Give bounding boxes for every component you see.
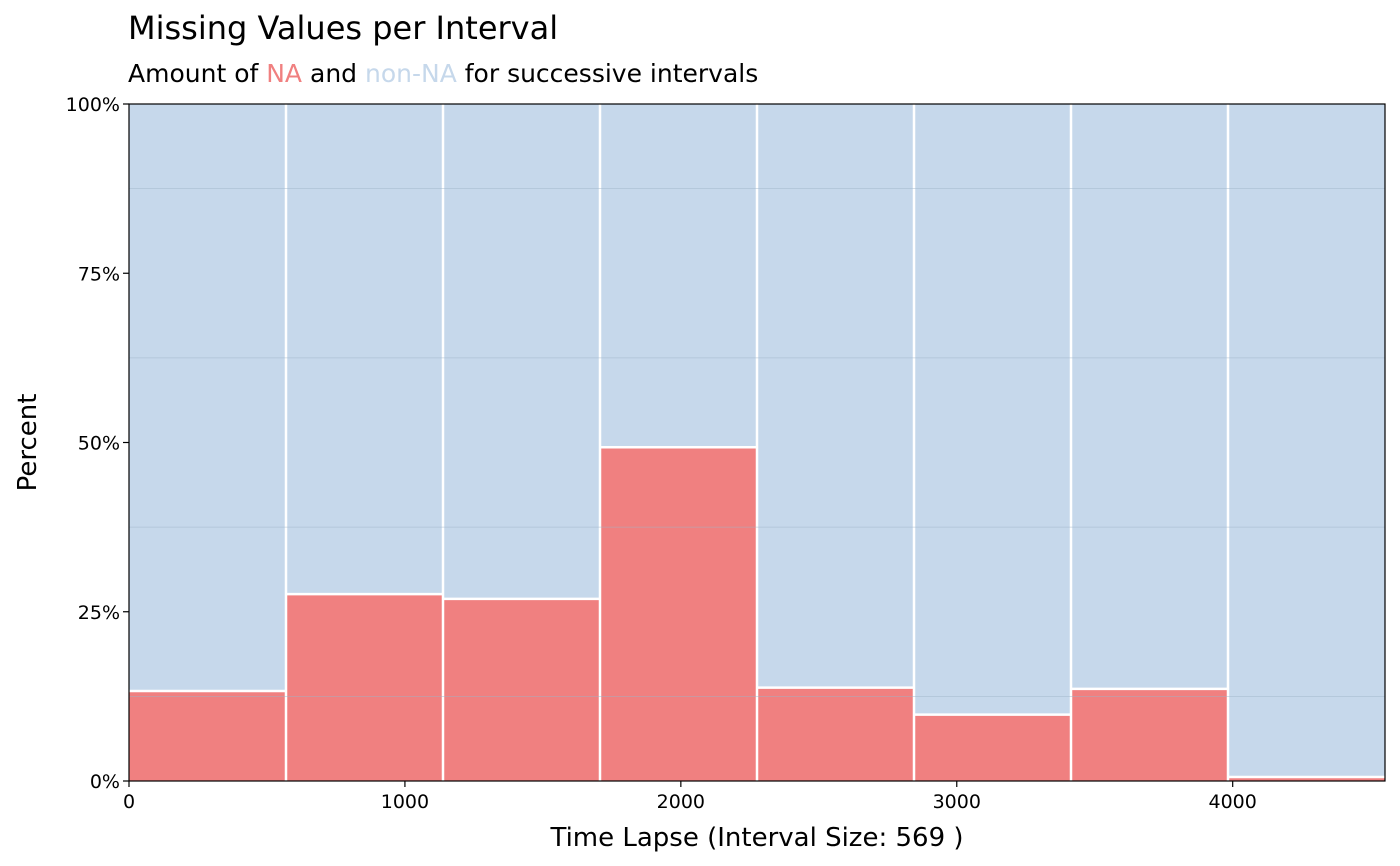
- grid-layer: [129, 188, 1385, 697]
- bar-na-2: [286, 594, 443, 781]
- x-axis-title: Time Lapse (Interval Size: 569 ): [549, 823, 963, 853]
- y-tick-label-3: 50%: [78, 433, 120, 455]
- chart-title: Missing Values per Interval: [128, 9, 559, 47]
- bar-na-8: [1228, 776, 1385, 781]
- subtitle-prefix: Amount of: [128, 59, 267, 88]
- subtitle-na-label: NA: [266, 59, 303, 88]
- y-tick-label-2: 25%: [78, 602, 120, 624]
- axis-layer: 0% 25% 50% 75% 100% 0 1000 2000 3000 4000: [66, 94, 1257, 813]
- bar-na-3: [443, 598, 600, 781]
- bar-non-na-3: [443, 104, 600, 599]
- y-tick-label-5: 100%: [66, 94, 120, 116]
- bar-non-na-7: [1071, 104, 1228, 689]
- bar-na-1: [129, 690, 286, 781]
- bar-na-7: [1071, 688, 1228, 781]
- bar-non-na-1: [129, 104, 286, 691]
- y-axis-title: Percent: [13, 394, 43, 492]
- bar-non-na-4: [600, 104, 757, 448]
- bars-layer: [129, 104, 1385, 781]
- subtitle-middle: and: [302, 59, 365, 88]
- subtitle-nonna-label: non-NA: [364, 59, 457, 88]
- y-tick-label-1: 0%: [90, 771, 120, 793]
- chart-subtitle: Amount of NA and non-NA for successive i…: [128, 56, 758, 92]
- x-tick-label-1: 0: [123, 791, 135, 813]
- subtitle-suffix: for successive intervals: [456, 59, 759, 88]
- x-tick-label-2: 1000: [381, 791, 429, 813]
- y-tick-label-4: 75%: [78, 263, 120, 285]
- x-tick-label-3: 2000: [657, 791, 705, 813]
- bar-non-na-6: [914, 104, 1071, 715]
- bar-non-na-2: [286, 104, 443, 595]
- bar-na-5: [757, 687, 914, 781]
- bar-non-na-8: [1228, 104, 1385, 777]
- bar-na-4: [600, 447, 757, 781]
- x-tick-label-5: 4000: [1209, 791, 1257, 813]
- x-tick-label-4: 3000: [933, 791, 981, 813]
- bar-non-na-5: [757, 104, 914, 688]
- bar-na-6: [914, 714, 1071, 781]
